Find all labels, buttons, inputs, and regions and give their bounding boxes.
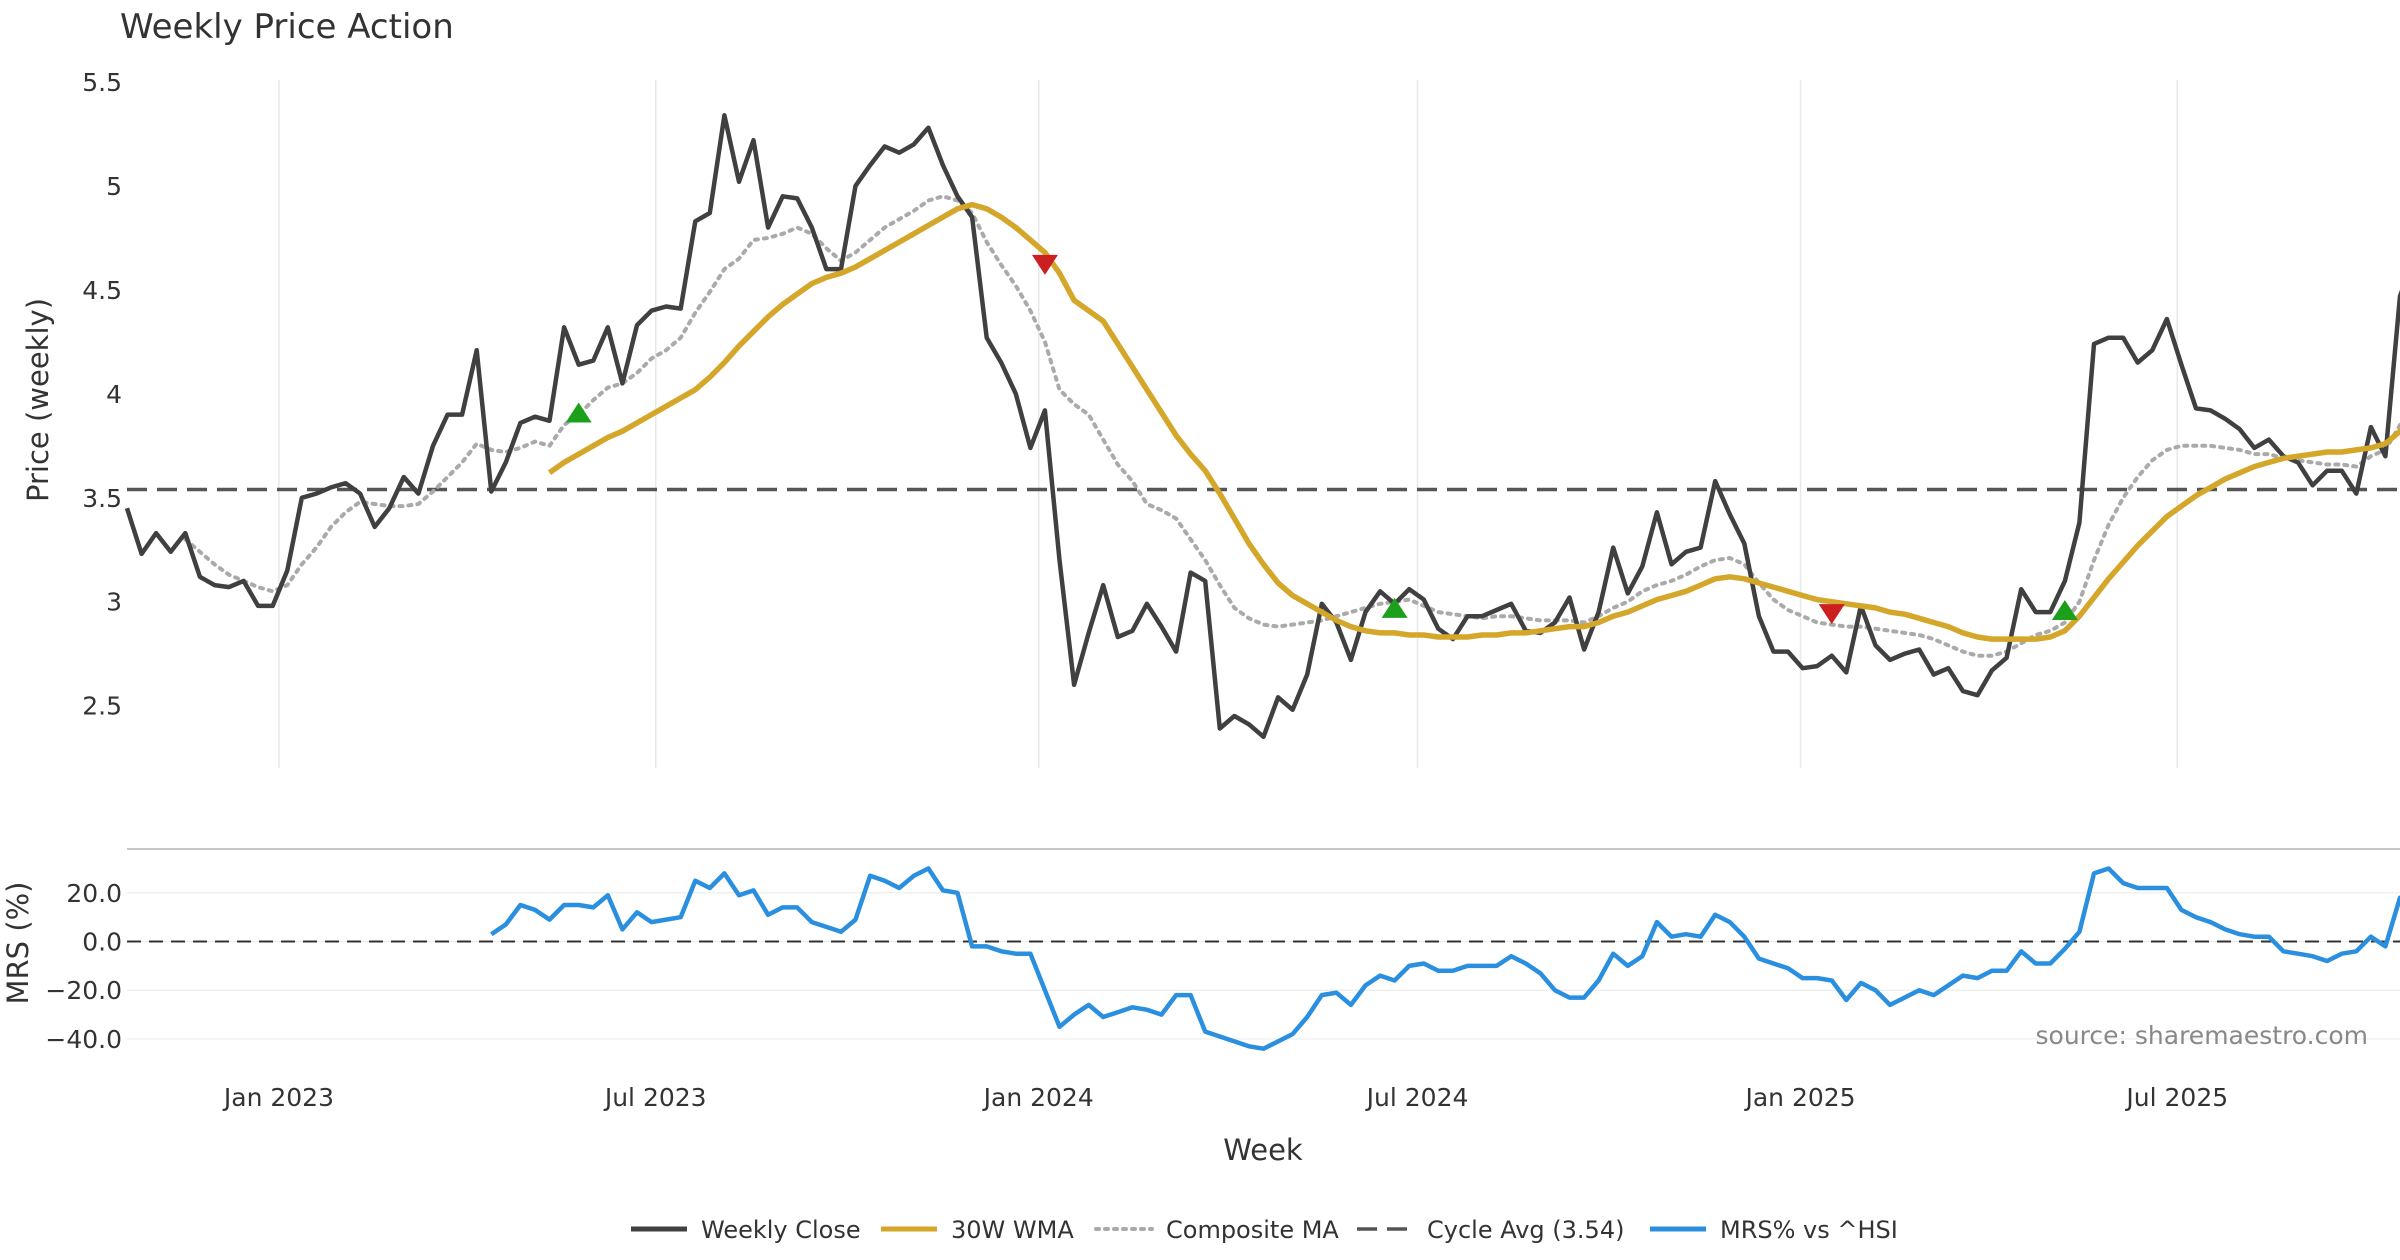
x-tick-label: Jul 2025 [2124, 1083, 2228, 1112]
legend-label: Composite MA [1166, 1216, 1339, 1244]
mrs-tick-label: −20.0 [45, 976, 122, 1005]
y-tick-label: 3.5 [82, 484, 122, 513]
x-tick-label: Jan 2025 [1743, 1083, 1855, 1112]
legend: Weekly Close 30W WMA Composite MA Cycle Avg… [631, 1216, 1898, 1244]
legend-label: Weekly Close [701, 1216, 861, 1244]
legend-label: MRS% vs ^HSI [1720, 1216, 1898, 1244]
weekly-close-line [124, 113, 2400, 740]
sell-signal-marker [1818, 604, 1845, 625]
y-tick-label: 5.5 [82, 68, 122, 97]
x-ticks: Jan 2023 Jul 2023 Jan 2024 Jul 2024 Jan 2025… [222, 1083, 2228, 1112]
chart-title: Weekly Price Action [120, 7, 454, 47]
y-tick-label: 2.5 [82, 692, 122, 721]
lower-grid [127, 892, 2400, 1040]
mrs-line [490, 866, 2400, 1051]
mrs-tick-label: 20.0 [66, 879, 122, 908]
mrs-tick-label: 0.0 [82, 928, 122, 957]
x-tick-label: Jan 2024 [982, 1083, 1094, 1112]
x-axis-label: Week [1223, 1133, 1303, 1167]
mrs-axis-label: MRS (%) [1, 882, 35, 1005]
y-tick-label: 5 [106, 172, 122, 201]
upper-y-ticks: 2.5 3 3.5 4 4.5 5 5.5 [82, 68, 122, 721]
mrs-tick-label: −40.0 [45, 1025, 122, 1054]
source-note: source: sharemaestro.com [2036, 1021, 2369, 1050]
wma-30w-line [547, 201, 2400, 642]
lower-y-ticks: −40.0 −20.0 0.0 20.0 [45, 879, 122, 1054]
y-tick-label: 4 [106, 380, 122, 409]
sell-signal-marker [1031, 254, 1058, 275]
series-layer [124, 113, 2400, 1051]
signals-layer [565, 254, 2078, 625]
buy-signal-marker [2051, 600, 2078, 621]
x-tick-label: Jul 2024 [1365, 1083, 1469, 1112]
buy-signal-marker [1381, 597, 1408, 618]
x-tick-label: Jul 2023 [603, 1083, 707, 1112]
y-tick-label: 4.5 [82, 276, 122, 305]
x-tick-label: Jan 2023 [222, 1083, 334, 1112]
legend-label: 30W WMA [951, 1216, 1074, 1244]
buy-signal-marker [565, 402, 592, 423]
y-axis-label: Price (weekly) [21, 298, 55, 502]
y-tick-label: 3 [106, 588, 122, 617]
legend-label: Cycle Avg (3.54) [1427, 1216, 1624, 1244]
composite-ma-line [183, 194, 2400, 658]
